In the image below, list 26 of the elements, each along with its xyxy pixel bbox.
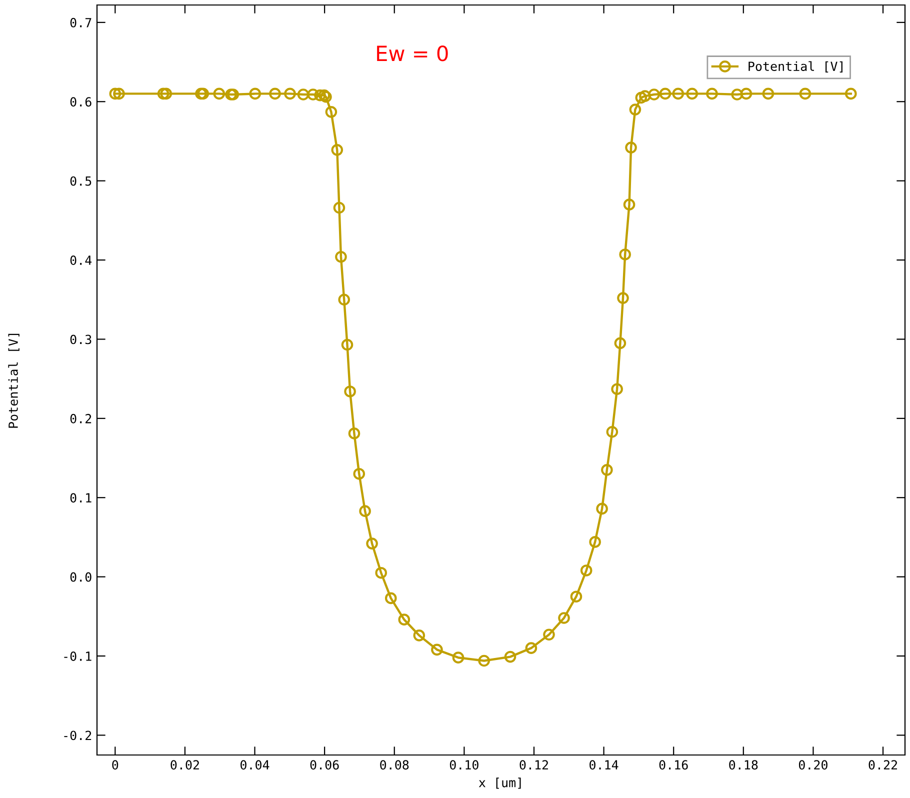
y-tick-label: 0.5 <box>70 176 92 186</box>
y-tick-label: 0.4 <box>70 256 92 265</box>
y-tick-label: 0.7 <box>70 18 92 28</box>
x-axis-title: x [um] <box>478 778 521 789</box>
x-tick-label: 0 <box>112 760 118 770</box>
x-tick-label: 0.08 <box>380 760 409 770</box>
y-tick-label: 0.2 <box>70 414 92 424</box>
x-tick-label: 0.22 <box>868 760 897 770</box>
x-tick-label: 0.02 <box>170 760 199 770</box>
y-tick-label: 0.6 <box>70 97 92 107</box>
x-tick-label: 0.20 <box>798 760 828 770</box>
x-tick-label: 0.18 <box>729 760 758 770</box>
y-tick-label: 0.0 <box>70 572 92 582</box>
x-tick-label: 0.04 <box>240 760 270 770</box>
y-tick-label: 0.3 <box>70 334 92 344</box>
x-tick-label: 0.10 <box>450 760 478 770</box>
legend-label: Potential [V] <box>748 61 842 72</box>
x-tick-label: 0.16 <box>659 760 688 770</box>
x-tick-label: 0.06 <box>310 760 339 770</box>
y-tick-label: -0.2 <box>64 730 92 740</box>
y-axis-title: Potential [V] <box>8 334 20 428</box>
x-tick-label: 0.12 <box>520 760 548 770</box>
x-tick-label: 0.14 <box>590 760 618 770</box>
y-tick-label: 0.1 <box>70 493 92 503</box>
y-tick-label: -0.1 <box>64 652 92 661</box>
annotation: Ew = 0 <box>377 46 448 62</box>
